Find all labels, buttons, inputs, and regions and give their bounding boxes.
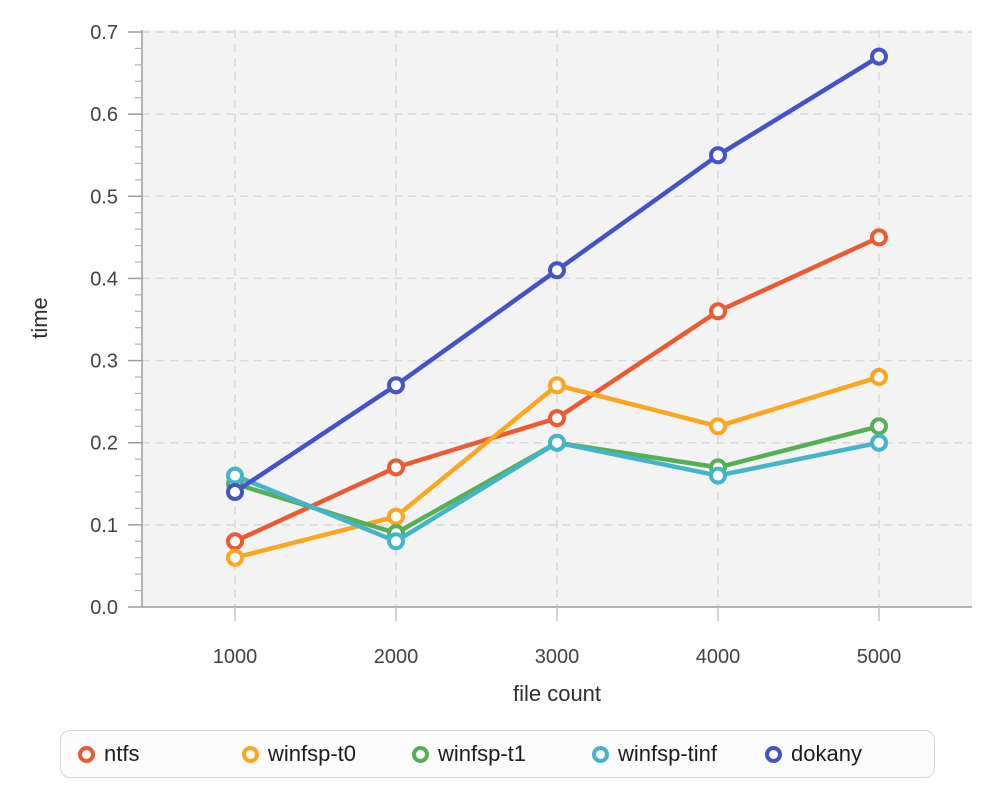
x-tick-label: 2000 xyxy=(374,646,419,668)
data-point xyxy=(548,261,566,280)
data-point xyxy=(548,409,566,428)
series-dokany xyxy=(226,47,888,501)
x-tick-label: 4000 xyxy=(696,646,741,668)
y-tick-label: 0.1 xyxy=(90,515,118,537)
data-point xyxy=(870,433,888,452)
gridlines xyxy=(142,30,972,607)
legend-label: winfsp-tinf xyxy=(618,741,718,766)
dokany-marker-icon xyxy=(765,745,782,763)
y-tick-label: 0.5 xyxy=(90,186,118,208)
legend-item-winfsp-tinf: winfsp-tinf xyxy=(592,731,717,777)
y-axis-title: time xyxy=(27,297,52,339)
legend-item-winfsp-t0: winfsp-t0 xyxy=(242,731,356,777)
axes xyxy=(128,30,972,621)
data-point xyxy=(548,433,566,452)
data-point xyxy=(387,507,405,526)
y-tick-label: 0.6 xyxy=(90,104,118,126)
legend-label: dokany xyxy=(791,741,862,766)
legend-label: winfsp-t0 xyxy=(268,741,357,766)
y-tick-label: 0.3 xyxy=(90,351,118,373)
data-point xyxy=(548,376,566,395)
legend-label: ntfs xyxy=(104,741,140,766)
y-tick-label: 0.2 xyxy=(90,433,118,455)
data-point xyxy=(870,417,888,436)
data-point xyxy=(226,532,244,551)
x-axis-title: file count xyxy=(513,681,601,706)
data-point xyxy=(709,466,727,485)
legend: ntfs winfsp-t0 winfsp-t1 winfsp-tinf dok… xyxy=(60,730,935,778)
data-point xyxy=(387,376,405,395)
data-point xyxy=(387,458,405,477)
y-tick-label: 0.7 xyxy=(90,22,118,44)
legend-item-winfsp-t1: winfsp-t1 xyxy=(412,731,526,777)
line-chart: 0.0 0.1 0.2 0.3 0.4 0.5 0.6 0.7 1000 2000 3000 4000… xyxy=(27,22,972,706)
legend-item-ntfs: ntfs xyxy=(78,731,139,777)
data-point xyxy=(870,228,888,247)
winfsp-tinf-marker-icon xyxy=(592,745,609,763)
winfsp-t0-marker-icon xyxy=(242,745,259,763)
data-point xyxy=(226,483,244,501)
x-tick-label: 3000 xyxy=(535,646,580,668)
data-point xyxy=(870,368,888,386)
x-tick-label: 1000 xyxy=(213,646,258,668)
winfsp-t1-marker-icon xyxy=(412,745,429,763)
data-point xyxy=(387,532,405,551)
series-ntfs xyxy=(226,228,888,551)
data-series xyxy=(226,47,888,567)
data-point xyxy=(870,47,888,66)
series-winfsp-t0 xyxy=(226,368,888,567)
y-tick-label: 0.0 xyxy=(90,597,118,619)
ntfs-marker-icon xyxy=(78,745,95,763)
data-point xyxy=(709,302,727,321)
data-point xyxy=(226,466,244,485)
data-point xyxy=(709,146,727,165)
data-point xyxy=(226,548,244,567)
y-tick-label: 0.4 xyxy=(90,268,118,290)
tick-labels: 0.0 0.1 0.2 0.3 0.4 0.5 0.6 0.7 1000 2000 3000 4000… xyxy=(90,22,901,668)
legend-label: winfsp-t1 xyxy=(438,741,527,766)
data-point xyxy=(709,417,727,436)
series-winfsp-tinf xyxy=(226,433,888,551)
legend-item-dokany: dokany xyxy=(765,731,862,777)
x-tick-label: 5000 xyxy=(857,646,902,668)
